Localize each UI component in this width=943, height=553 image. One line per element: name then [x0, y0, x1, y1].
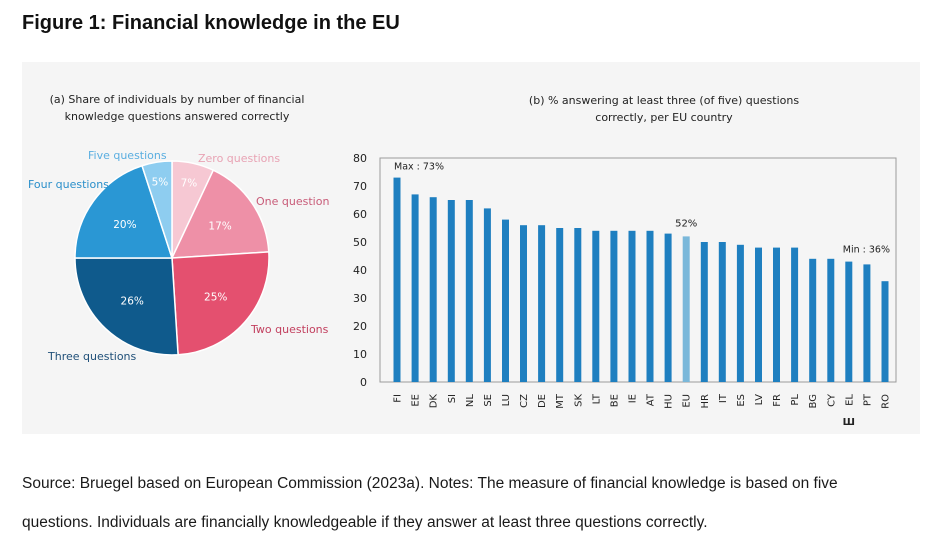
pie-value-label-four-questions: 20% — [113, 219, 136, 231]
y-tick-label-60: 60 — [353, 208, 367, 221]
y-tick-label-10: 10 — [353, 348, 367, 361]
y-tick-label-70: 70 — [353, 180, 367, 193]
pie-category-label-two-questions: Two questions — [250, 323, 329, 336]
pie-title-line-1: (a) Share of individuals by number of fi… — [50, 93, 305, 106]
x-tick-label-lt: LT — [591, 393, 602, 404]
source-note-line-2: questions. Individuals are financially k… — [22, 514, 708, 531]
figure-panel: (a) Share of individuals by number of fi… — [22, 62, 920, 434]
x-tick-label-lu: LU — [501, 394, 512, 406]
bar-ie — [628, 230, 636, 382]
bar-eu — [682, 236, 690, 382]
max-annotation: Max : 73% — [394, 162, 444, 173]
greek-flag-mark: Ш — [843, 417, 855, 428]
x-tick-label-lv: LV — [754, 394, 765, 405]
y-tick-label-20: 20 — [353, 320, 367, 333]
chart-canvas: (a) Share of individuals by number of fi… — [28, 93, 897, 428]
pie-category-label-one-question: One question — [256, 195, 329, 208]
bar-sk — [574, 228, 582, 382]
x-tick-label-de: DE — [537, 394, 548, 408]
x-tick-label-si: SI — [447, 394, 458, 403]
x-tick-label-se: SE — [483, 394, 494, 407]
x-tick-label-el: EL — [844, 394, 855, 406]
pie-value-label-two-questions: 25% — [204, 292, 227, 304]
bar-cy — [827, 258, 835, 382]
pie-slice-four-questions — [74, 164, 174, 259]
x-tick-label-pl: PL — [790, 394, 801, 406]
pie-category-label-four-questions: Four questions — [28, 178, 109, 191]
x-tick-label-bg: BG — [808, 394, 819, 408]
x-tick-label-fi: FI — [393, 394, 404, 403]
pie-title-line-2: knowledge questions answered correctly — [65, 110, 290, 123]
x-tick-label-pt: PT — [862, 393, 873, 406]
pie-value-label-five-questions: 5% — [152, 176, 169, 188]
x-tick-label-ie: IE — [628, 394, 639, 403]
pie-category-label-three-questions: Three questions — [47, 350, 137, 363]
bar-dk — [429, 197, 437, 382]
x-tick-label-hr: HR — [700, 394, 711, 409]
pie-value-label-three-questions: 26% — [121, 295, 144, 307]
bar-cz — [520, 225, 527, 382]
bar-at — [646, 230, 654, 382]
y-tick-label-40: 40 — [353, 264, 367, 277]
bar-es — [736, 244, 744, 382]
bar-it — [718, 242, 726, 382]
pie-slice-five-questions — [141, 160, 173, 259]
pie-category-label-zero-questions: Zero questions — [198, 152, 280, 165]
y-tick-label-30: 30 — [353, 292, 367, 305]
bar-el — [845, 261, 853, 382]
x-tick-label-hu: HU — [664, 394, 675, 409]
bar-se — [483, 208, 491, 382]
x-tick-label-mt: MT — [555, 393, 566, 409]
x-tick-label-dk: DK — [429, 394, 440, 409]
x-tick-label-nl: NL — [465, 394, 476, 407]
eu-annotation: 52% — [675, 218, 697, 229]
pie-slice-two-questions — [171, 251, 270, 356]
bar-nl — [465, 200, 473, 382]
bar-fi — [393, 177, 401, 382]
source-note-line-1: Source: Bruegel based on European Commis… — [22, 475, 838, 492]
bar-mt — [556, 228, 564, 382]
bar-lu — [502, 219, 509, 382]
x-tick-label-fr: FR — [772, 394, 783, 407]
y-tick-label-80: 80 — [353, 152, 367, 165]
pie-chart: (a) Share of individuals by number of fi… — [28, 93, 329, 363]
y-tick-label-50: 50 — [353, 236, 367, 249]
min-annotation: Min : 36% — [843, 244, 890, 255]
bar-si — [447, 200, 455, 382]
bar-lv — [755, 247, 762, 382]
bar-fr — [773, 247, 780, 382]
x-tick-label-be: BE — [609, 394, 620, 407]
x-tick-label-sk: SK — [573, 394, 584, 407]
bar-de — [538, 225, 546, 382]
bar-be — [610, 230, 618, 382]
x-tick-label-at: AT — [646, 393, 657, 406]
pie-value-label-one-question: 17% — [208, 220, 231, 232]
bar-plot-frame — [379, 157, 897, 383]
bar-bg — [809, 258, 817, 382]
y-tick-label-0: 0 — [360, 376, 367, 389]
x-tick-label-ee: EE — [411, 394, 422, 407]
bar-pl — [791, 247, 799, 382]
pie-value-label-zero-questions: 7% — [181, 177, 198, 189]
bar-pt — [863, 264, 871, 382]
bar-ro — [881, 281, 889, 382]
bar-lt — [592, 230, 600, 382]
pie-category-label-five-questions: Five questions — [88, 149, 167, 162]
x-tick-label-ro: RO — [881, 394, 892, 409]
x-tick-label-eu: EU — [682, 394, 693, 408]
bar-title-line-2: correctly, per EU country — [595, 111, 733, 124]
x-tick-label-cz: CZ — [519, 394, 530, 408]
bar-title-line-1: (b) % answering at least three (of five)… — [529, 94, 799, 107]
pie-slice-one-question — [170, 169, 270, 259]
bar-ee — [411, 194, 419, 382]
bar-hu — [664, 233, 672, 382]
bar-hr — [700, 242, 708, 382]
bar-chart: (b) % answering at least three (of five)… — [353, 94, 897, 428]
figure-title: Figure 1: Financial knowledge in the EU — [22, 12, 400, 34]
x-tick-label-it: IT — [718, 393, 729, 403]
x-tick-label-cy: CY — [826, 393, 837, 407]
x-tick-label-es: ES — [736, 394, 747, 407]
pie-slice-three-questions — [74, 257, 179, 356]
